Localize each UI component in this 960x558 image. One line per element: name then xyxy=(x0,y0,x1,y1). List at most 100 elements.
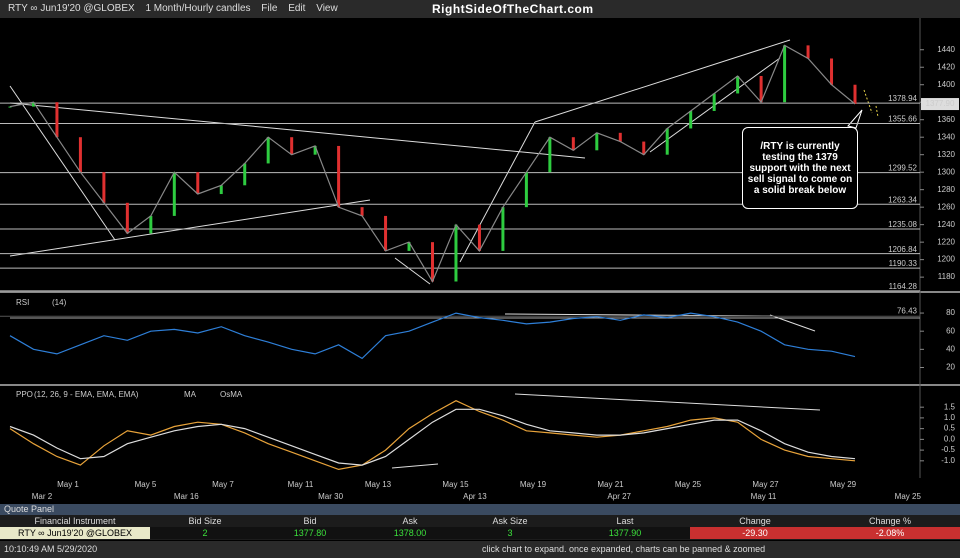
last-price: 1377.90 xyxy=(926,99,955,108)
x-lower-label: Mar 2 xyxy=(32,492,53,501)
y-tick-label: 1440 xyxy=(937,45,955,54)
menu-edit[interactable]: Edit xyxy=(288,3,306,14)
quote-title: Quote Panel xyxy=(0,504,960,515)
trendlines xyxy=(9,39,920,469)
y-tick-label: 1300 xyxy=(937,167,955,176)
menu-view[interactable]: View xyxy=(316,3,338,14)
price-line xyxy=(9,44,856,283)
y-tick-label: -1.0 xyxy=(941,456,955,465)
y-tick-label: 80 xyxy=(946,308,955,317)
chart[interactable]: RSI (14) PPO (12, 26, 9 - EMA, EMA, EMA)… xyxy=(0,18,960,504)
quote-row: RTY ∞ Jun19'20 @GLOBEX 2 1377.80 1378.00 3 13… xyxy=(0,527,960,539)
x-lower-label: Mar 16 xyxy=(174,492,199,501)
projection-arrow xyxy=(863,89,879,118)
menu-file[interactable]: File xyxy=(261,3,278,14)
y-tick-label: 1200 xyxy=(937,255,955,264)
annotation: /RTY is currently testing the 1379 suppo… xyxy=(742,127,858,209)
trendline xyxy=(391,463,439,469)
status-hint: click chart to expand. once expanded, ch… xyxy=(482,544,766,554)
trendline xyxy=(534,39,791,123)
level-label: 1164.28 xyxy=(889,282,918,291)
quote-cell: 2 xyxy=(202,528,208,538)
x-tick-label: May 25 xyxy=(675,480,702,489)
ppo-line xyxy=(9,400,856,471)
quote-cell: Bid Size xyxy=(188,516,222,526)
quote-cell: Change xyxy=(739,516,771,526)
y-tick-label: 1220 xyxy=(937,237,955,246)
status-time: 10:10:49 AM 5/29/2020 xyxy=(4,544,98,554)
trendline xyxy=(504,313,771,317)
quote-cell: 1377.80 xyxy=(293,528,327,538)
x-tick-label: May 29 xyxy=(830,480,857,489)
symbol[interactable]: RTY ∞ Jun19'20 @GLOBEX xyxy=(8,3,135,14)
x-tick-label: May 5 xyxy=(135,480,157,489)
ppo-title: PPO xyxy=(16,390,33,399)
quote-cell: RTY ∞ Jun19'20 @GLOBEX xyxy=(0,527,150,539)
status-bar: 10:10:49 AM 5/29/2020 click chart to exp… xyxy=(0,541,960,558)
y-tick-label: 1.5 xyxy=(944,402,956,411)
x-tick-label: May 19 xyxy=(520,480,547,489)
quote-cell: 3 xyxy=(507,528,513,538)
quote-cell: Ask Size xyxy=(492,516,528,526)
y-tick-label: 1360 xyxy=(937,115,955,124)
x-lower-label: Apr 13 xyxy=(463,492,487,501)
y-tick-label: 1400 xyxy=(937,80,955,89)
x-tick-label: May 27 xyxy=(752,480,779,489)
y-tick-label: -0.5 xyxy=(941,445,955,454)
trendline xyxy=(9,85,116,241)
trendline xyxy=(514,393,821,411)
y-tick-label: 1340 xyxy=(937,132,955,141)
y-tick-label: 40 xyxy=(946,344,955,353)
ppo-legend-ma: MA xyxy=(184,390,197,399)
level-label: 1378.94 xyxy=(888,94,917,103)
level-label: 1190.33 xyxy=(889,259,918,268)
ppo-line xyxy=(9,408,856,466)
x-tick-label: May 13 xyxy=(365,480,392,489)
rsi-level-label: 76.43 xyxy=(897,306,918,315)
quote-cell: -29.30 xyxy=(690,527,820,539)
y-tick-label: 1260 xyxy=(937,202,955,211)
x-tick-label: May 21 xyxy=(597,480,624,489)
trendline xyxy=(9,199,371,257)
trendline xyxy=(394,257,431,285)
x-lower-label: May 11 xyxy=(751,492,777,501)
y-tick-label: 0.0 xyxy=(944,434,956,443)
y-tick-label: 1180 xyxy=(938,272,956,281)
level-label: 1355.66 xyxy=(888,115,917,124)
x-tick-label: May 1 xyxy=(57,480,79,489)
trendline xyxy=(769,314,816,332)
y-tick-label: 1280 xyxy=(937,185,955,194)
level-label: 1235.08 xyxy=(888,220,917,229)
ppo-legend-osma: OsMA xyxy=(220,390,243,399)
y-tick-label: 1320 xyxy=(937,150,955,159)
level-label: 1263.34 xyxy=(888,195,917,204)
y-tick-label: 20 xyxy=(946,363,955,372)
level-label: 1299.52 xyxy=(888,164,917,173)
rsi-params: (14) xyxy=(52,298,67,307)
x-lower-label: May 25 xyxy=(895,492,922,501)
quote-cell: -2.08% xyxy=(820,527,960,539)
quote-cell: Bid xyxy=(303,516,317,526)
quote-cell: Last xyxy=(616,516,634,526)
y-tick-label: 1420 xyxy=(937,62,955,71)
quote-cell: Ask xyxy=(402,516,418,526)
trendline xyxy=(459,121,536,263)
level-label: 1206.84 xyxy=(888,245,917,254)
x-lower-label: Apr 27 xyxy=(607,492,631,501)
quote-cell: 1378.00 xyxy=(393,528,427,538)
y-tick-label: 1.0 xyxy=(944,413,956,422)
rsi-title: RSI xyxy=(16,298,29,307)
y-tick-label: 1240 xyxy=(937,220,955,229)
last-price-box xyxy=(921,98,959,111)
period[interactable]: 1 Month/Hourly candles xyxy=(145,3,251,14)
toolbar: RTY ∞ Jun19'20 @GLOBEX 1 Month/Hourly ca… xyxy=(0,0,960,18)
y-tick-label: 0.5 xyxy=(944,424,956,433)
quote-columns: Financial Instrument Bid Size Bid Ask Ask Si… xyxy=(0,515,960,527)
logo: RightSideOfTheChart.com xyxy=(432,2,594,16)
x-tick-label: May 7 xyxy=(212,480,234,489)
x-tick-label: May 15 xyxy=(442,480,469,489)
y-tick-label: 60 xyxy=(946,326,955,335)
quote-cell: Change % xyxy=(868,516,912,526)
x-lower-label: Mar 30 xyxy=(318,492,343,501)
